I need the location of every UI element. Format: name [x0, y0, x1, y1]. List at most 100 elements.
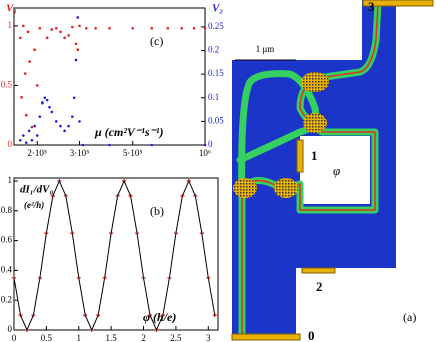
- marker: [160, 313, 165, 318]
- point: [24, 141, 28, 144]
- gate: [233, 178, 257, 198]
- annotation: (c): [150, 34, 163, 48]
- point: [50, 28, 54, 31]
- point: [78, 24, 81, 28]
- contact-label: 3: [368, 0, 375, 14]
- marker: [37, 275, 42, 280]
- x-label: φ (h/e): [143, 310, 176, 324]
- gate: [274, 178, 298, 198]
- marker: [57, 178, 62, 183]
- x-tick-label: 2.5: [170, 333, 182, 342]
- point: [203, 143, 207, 147]
- point: [72, 96, 76, 100]
- point: [30, 138, 34, 142]
- marker: [212, 313, 217, 318]
- contact-label: 0: [308, 328, 315, 342]
- point: [19, 138, 22, 142]
- point: [166, 26, 170, 30]
- point: [22, 134, 25, 137]
- x-tick-label: 0: [12, 333, 17, 342]
- y-unit: (e²/h): [24, 200, 44, 210]
- marker: [199, 231, 204, 236]
- point: [54, 120, 58, 123]
- point: [74, 42, 78, 46]
- marker: [173, 231, 178, 236]
- marker: [122, 178, 127, 183]
- y-tick-label: 0.6: [1, 235, 13, 245]
- x-tick-label: 10⁶: [199, 148, 211, 158]
- point: [67, 34, 70, 37]
- y-tick-label: 1: [8, 175, 13, 185]
- y-tick-label: 0.5: [1, 79, 13, 89]
- marker: [18, 313, 23, 318]
- contact: [362, 0, 434, 7]
- point: [22, 24, 25, 28]
- y-tick-label: 1: [8, 20, 13, 30]
- marker: [148, 313, 152, 318]
- y-tick-label: 0.8: [1, 205, 13, 215]
- marker: [206, 275, 211, 280]
- y2-tick-label: 0.05: [208, 115, 224, 125]
- marker: [141, 275, 146, 280]
- point: [24, 113, 28, 117]
- point: [48, 105, 51, 109]
- marker: [167, 275, 172, 280]
- point: [63, 129, 66, 133]
- point: [94, 26, 97, 30]
- marker: [12, 275, 16, 280]
- y2-tick-label: 0.15: [208, 68, 224, 78]
- point: [108, 143, 111, 147]
- point: [43, 96, 47, 100]
- point: [78, 120, 81, 123]
- point: [33, 48, 36, 51]
- point: [192, 26, 196, 30]
- marker: [193, 193, 198, 198]
- marker: [50, 193, 55, 198]
- point: [38, 115, 42, 118]
- hole: [300, 136, 370, 204]
- x-tick-label: 2: [141, 333, 146, 342]
- point: [28, 60, 31, 63]
- y2-tick-label: 0.2: [208, 45, 219, 55]
- y2-tick-label: 0.25: [208, 21, 224, 31]
- y-label: dI₁/dV₀: [20, 184, 54, 196]
- marker: [31, 313, 36, 318]
- marker: [89, 328, 94, 332]
- x-tick-label: 1.5: [106, 333, 118, 342]
- marker: [96, 313, 101, 318]
- y-tick-label: 0: [8, 139, 13, 149]
- y2-tick-label: 0.1: [208, 92, 219, 102]
- point: [131, 26, 135, 30]
- marker: [109, 231, 114, 236]
- x-tick-label: 2·10⁵: [27, 148, 47, 158]
- point: [150, 143, 154, 147]
- point: [19, 36, 22, 40]
- point: [180, 26, 184, 30]
- point: [30, 125, 34, 129]
- point: [50, 110, 54, 114]
- contact-label: 2: [316, 279, 323, 294]
- point: [76, 48, 80, 51]
- marker: [135, 231, 140, 236]
- marker: [180, 193, 185, 198]
- y2-tick-label: 0: [208, 139, 213, 149]
- gate: [303, 113, 327, 133]
- point: [27, 129, 31, 133]
- point: [45, 98, 49, 102]
- point: [74, 58, 78, 62]
- marker: [83, 313, 88, 318]
- x-tick-label: 5·10⁵: [123, 148, 143, 158]
- marker: [128, 193, 133, 198]
- marker: [63, 193, 68, 198]
- point: [71, 115, 74, 118]
- point: [20, 96, 23, 99]
- x-label: μ (cm²V⁻¹s⁻¹): [94, 125, 163, 139]
- marker: [44, 231, 49, 236]
- gate: [301, 72, 329, 92]
- point: [76, 16, 80, 19]
- point: [63, 36, 66, 40]
- point: [38, 26, 42, 30]
- point: [54, 26, 58, 30]
- point: [81, 143, 85, 147]
